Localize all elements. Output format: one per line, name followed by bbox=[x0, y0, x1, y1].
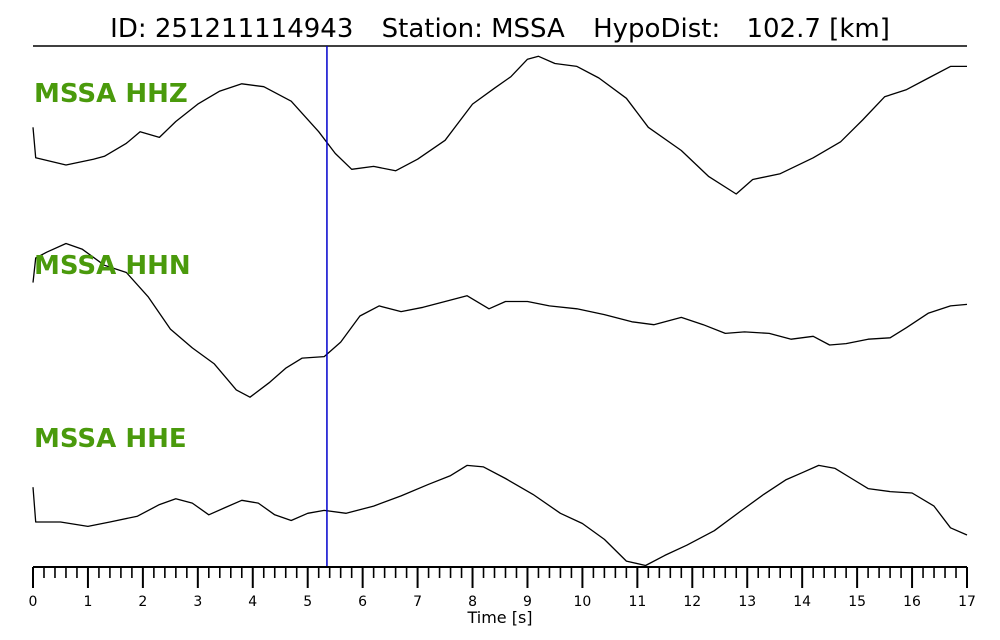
tick-label: 7 bbox=[413, 594, 422, 610]
tick-label: 0 bbox=[29, 594, 38, 610]
title-station-value: MSSA bbox=[491, 14, 565, 44]
title-station-label: Station: bbox=[382, 14, 483, 44]
trace-label-mssa-hhe: MSSA HHE bbox=[34, 424, 187, 454]
title-id-label: ID: bbox=[110, 14, 146, 44]
trace-line-mssa-hhn bbox=[32, 242, 968, 398]
title-id-value: 251211114943 bbox=[155, 14, 354, 44]
trace-line-mssa-hhe bbox=[32, 464, 968, 567]
time-axis: 0 1 2 3 4 5 6 7 8 9 10 11 12 13 14 15 16 17 Time [s] bbox=[29, 566, 976, 627]
tick-label: 5 bbox=[303, 594, 312, 610]
tick-label: 12 bbox=[683, 594, 701, 610]
tick-label: 11 bbox=[628, 594, 646, 610]
title-hypodist-unit: [km] bbox=[829, 14, 890, 44]
tick-label: 10 bbox=[573, 594, 591, 610]
chart-title: ID: 251211114943 Station: MSSA HypoDist:… bbox=[110, 14, 890, 44]
tick-label: 1 bbox=[83, 594, 92, 610]
tick-label: 17 bbox=[958, 594, 976, 610]
tick-label: 8 bbox=[468, 594, 477, 610]
tick-label: 3 bbox=[193, 594, 202, 610]
title-hypodist-label: HypoDist: bbox=[593, 14, 720, 44]
tick-label: 2 bbox=[138, 594, 147, 610]
tick-label: 15 bbox=[848, 594, 866, 610]
traces-layer bbox=[32, 55, 968, 567]
tick-label: 16 bbox=[903, 594, 921, 610]
x-axis-title: Time [s] bbox=[466, 608, 532, 627]
tick-label: 6 bbox=[358, 594, 367, 610]
title-hypodist-value: 102.7 bbox=[746, 14, 820, 44]
trace-line-mssa-hhz bbox=[32, 55, 967, 195]
time-axis-ticks: 0 1 2 3 4 5 6 7 8 9 10 11 12 13 14 15 16 17 bbox=[29, 567, 976, 610]
tick-label: 13 bbox=[738, 594, 756, 610]
tick-label: 4 bbox=[248, 594, 257, 610]
tick-label: 14 bbox=[793, 594, 811, 610]
tick-label: 9 bbox=[523, 594, 532, 610]
trace-labels-layer: MSSA HHZ MSSA HHN MSSA HHE bbox=[34, 79, 191, 454]
trace-label-mssa-hhz: MSSA HHZ bbox=[34, 79, 188, 109]
trace-label-mssa-hhn: MSSA HHN bbox=[34, 251, 191, 281]
